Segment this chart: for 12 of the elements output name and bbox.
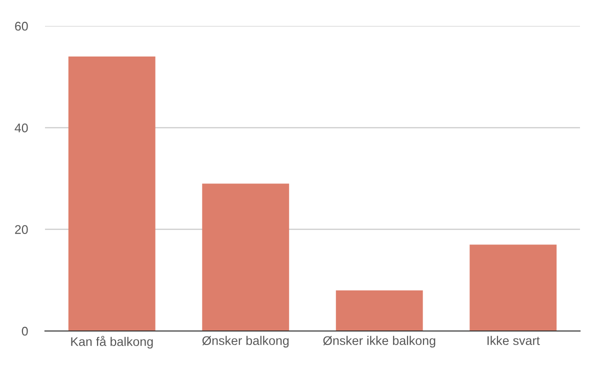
x-tick-label: Kan få balkong [71, 336, 153, 349]
x-tick-label: Ikke svart [488, 336, 540, 346]
bar [68, 56, 156, 331]
bar [202, 184, 290, 331]
bar [470, 244, 557, 331]
y-tick-label: 40 [14, 123, 28, 132]
y-tick-label: 20 [15, 225, 28, 234]
x-tick-label: Ønsker ikke balkong [323, 336, 436, 348]
y-tick-label: 0 [22, 326, 28, 336]
x-tick-label: Ønsker balkong [202, 336, 289, 348]
y-tick-label: 60 [15, 22, 28, 31]
bar [336, 290, 423, 331]
